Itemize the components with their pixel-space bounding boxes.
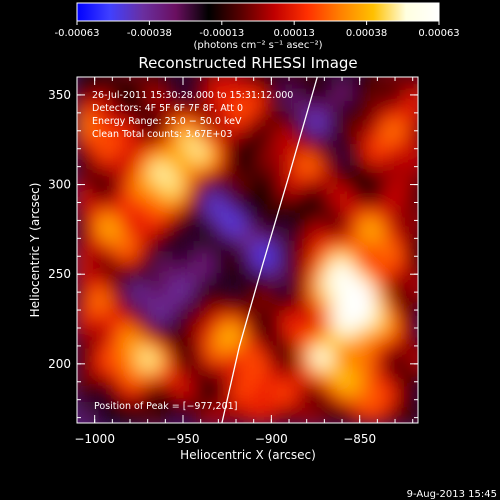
- colorbar-tick-label: -0.00038: [127, 28, 172, 39]
- annotation-detectors: Detectors: 4F 5F 6F 7F 8F, Att 0: [92, 103, 243, 114]
- annotation-energy-range: Energy Range: 25.0 − 50.0 keV: [92, 116, 242, 127]
- colorbar-ticks: -0.00063 -0.00038 -0.00013 0.00013 0.00038 0.…: [55, 21, 460, 39]
- colorbar-unit-label: (photons cm⁻² s⁻¹ asec⁻²): [193, 40, 322, 51]
- colorbar-tick-label: 0.00013: [274, 28, 315, 39]
- y-tick-label: 300: [48, 178, 71, 192]
- annotation-time-range: 26-Jul-2011 15:30:28.000 to 15:31:12.000: [92, 90, 293, 101]
- axes: −1000 −950 −900 −850 200 250 300 350: [48, 76, 418, 446]
- x-axis-label: Heliocentric X (arcsec): [180, 448, 316, 462]
- chart-title: Reconstructed RHESSI Image: [138, 54, 357, 72]
- heatmap-image: [77, 77, 418, 423]
- y-tick-label: 250: [48, 267, 71, 281]
- colorbar-tick-label: 0.00038: [346, 28, 387, 39]
- y-tick-label: 350: [48, 88, 71, 102]
- x-tick-label: −900: [255, 432, 288, 446]
- y-tick-label: 200: [48, 357, 71, 371]
- colorbar-tick-label: -0.00013: [199, 28, 244, 39]
- x-tick-label: −850: [343, 432, 376, 446]
- footer-timestamp: 9-Aug-2013 15:45: [407, 489, 497, 500]
- annotation-peak-position: Position of Peak = [−977,201]: [94, 401, 237, 412]
- colorbar-tick-label: -0.00063: [55, 28, 100, 39]
- solar-limb-curve: [221, 77, 318, 423]
- x-tick-label: −1000: [74, 432, 115, 446]
- colorbar: [76, 2, 440, 22]
- plot-frame: [76, 76, 419, 424]
- y-axis-label: Heliocentric Y (arcsec): [28, 183, 42, 318]
- annotation-clean-counts: Clean Total counts: 3.67E+03: [92, 129, 232, 140]
- x-tick-label: −950: [167, 432, 200, 446]
- colorbar-tick-label: 0.00063: [418, 28, 459, 39]
